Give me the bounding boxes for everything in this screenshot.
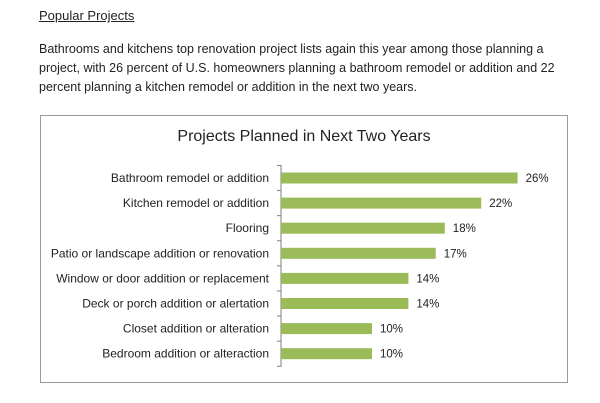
bar	[281, 197, 482, 209]
data-label: 17%	[444, 248, 467, 260]
chart-container: Projects Planned in Next Two Years Bathr…	[40, 115, 568, 383]
data-label: 14%	[416, 299, 439, 311]
section-heading: Popular Projects	[39, 8, 135, 23]
bar-chart: Bathroom remodel or addition 26% Kitchen r…	[51, 164, 549, 367]
category-label: Bathroom remodel or addition	[111, 171, 269, 185]
category-label: Closet addition or alteration	[123, 322, 269, 336]
data-label: 10%	[380, 324, 403, 336]
bar	[281, 348, 372, 360]
data-label: 18%	[453, 223, 476, 235]
category-label: Patio or landscape addition or renovatio…	[51, 246, 269, 260]
data-label: 26%	[526, 173, 549, 185]
bar	[281, 247, 436, 259]
data-label: 10%	[380, 349, 403, 361]
category-label: Window or door addition or replacement	[56, 271, 269, 285]
chart-title: Projects Planned in Next Two Years	[177, 128, 431, 145]
category-label: Flooring	[226, 221, 269, 235]
data-label: 22%	[489, 198, 512, 210]
data-label: 14%	[416, 273, 439, 285]
bar	[281, 172, 518, 184]
category-label: Kitchen remodel or addition	[123, 196, 269, 210]
bar	[281, 298, 409, 309]
bar	[281, 272, 409, 284]
bar	[281, 222, 445, 234]
category-label: Bedroom addition or alteraction	[102, 347, 269, 361]
category-label: Deck or porch addition or alertation	[82, 297, 269, 311]
bar	[281, 323, 372, 335]
intro-paragraph: Bathrooms and kitchens top renovation pr…	[39, 42, 555, 94]
